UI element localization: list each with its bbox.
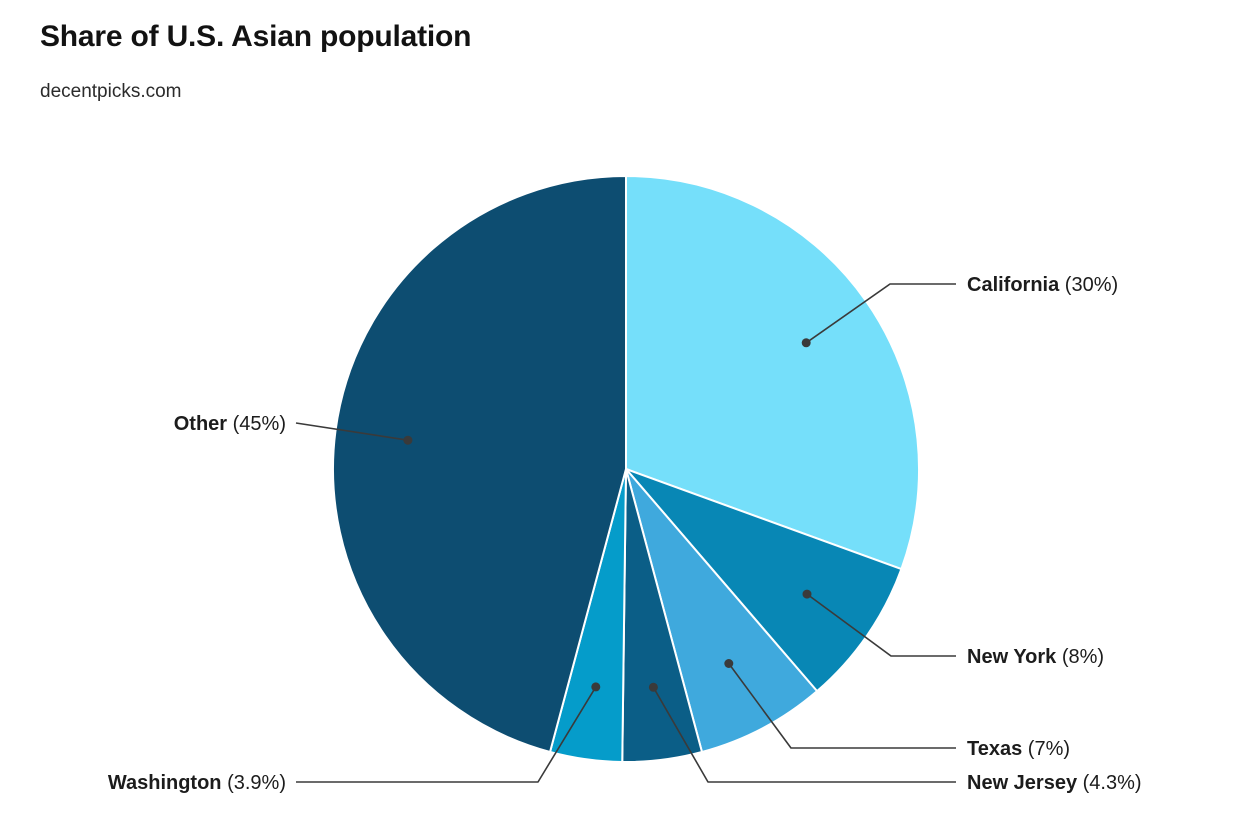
anchor-dot-new-york: [802, 589, 812, 599]
leader-line-washington: [296, 686, 597, 783]
pie-slice-other[interactable]: [332, 175, 627, 753]
page-title: Share of U.S. Asian population: [40, 20, 472, 53]
leader-line-other: [295, 422, 409, 441]
anchor-dot-other: [403, 435, 413, 445]
pie-slice-texas[interactable]: [625, 468, 819, 753]
slice-label-new-york: New York (8%): [967, 646, 1104, 668]
slice-label-california: California (30%): [967, 274, 1118, 296]
pie-slice-new-york[interactable]: [625, 468, 903, 693]
anchor-dot-texas: [724, 659, 734, 668]
anchor-dot-new-jersey: [648, 682, 658, 692]
leader-line-texas: [728, 663, 956, 749]
anchor-dot-california: [801, 338, 811, 348]
leader-line-new-york: [806, 593, 956, 657]
slice-label-washington: Washington (3.9%): [108, 772, 286, 794]
slice-label-texas: Texas (7%): [967, 738, 1070, 760]
leader-line-california: [805, 283, 956, 344]
page-subtitle: decentpicks.com: [40, 81, 182, 102]
slice-label-new-jersey: New Jersey (4.3%): [967, 772, 1142, 794]
anchor-dot-washington: [591, 682, 601, 692]
leader-line-new-jersey: [652, 686, 956, 783]
chart-header: Share of U.S. Asian population decentpic…: [40, 18, 471, 103]
slice-label-other: Other (45%): [174, 413, 286, 435]
